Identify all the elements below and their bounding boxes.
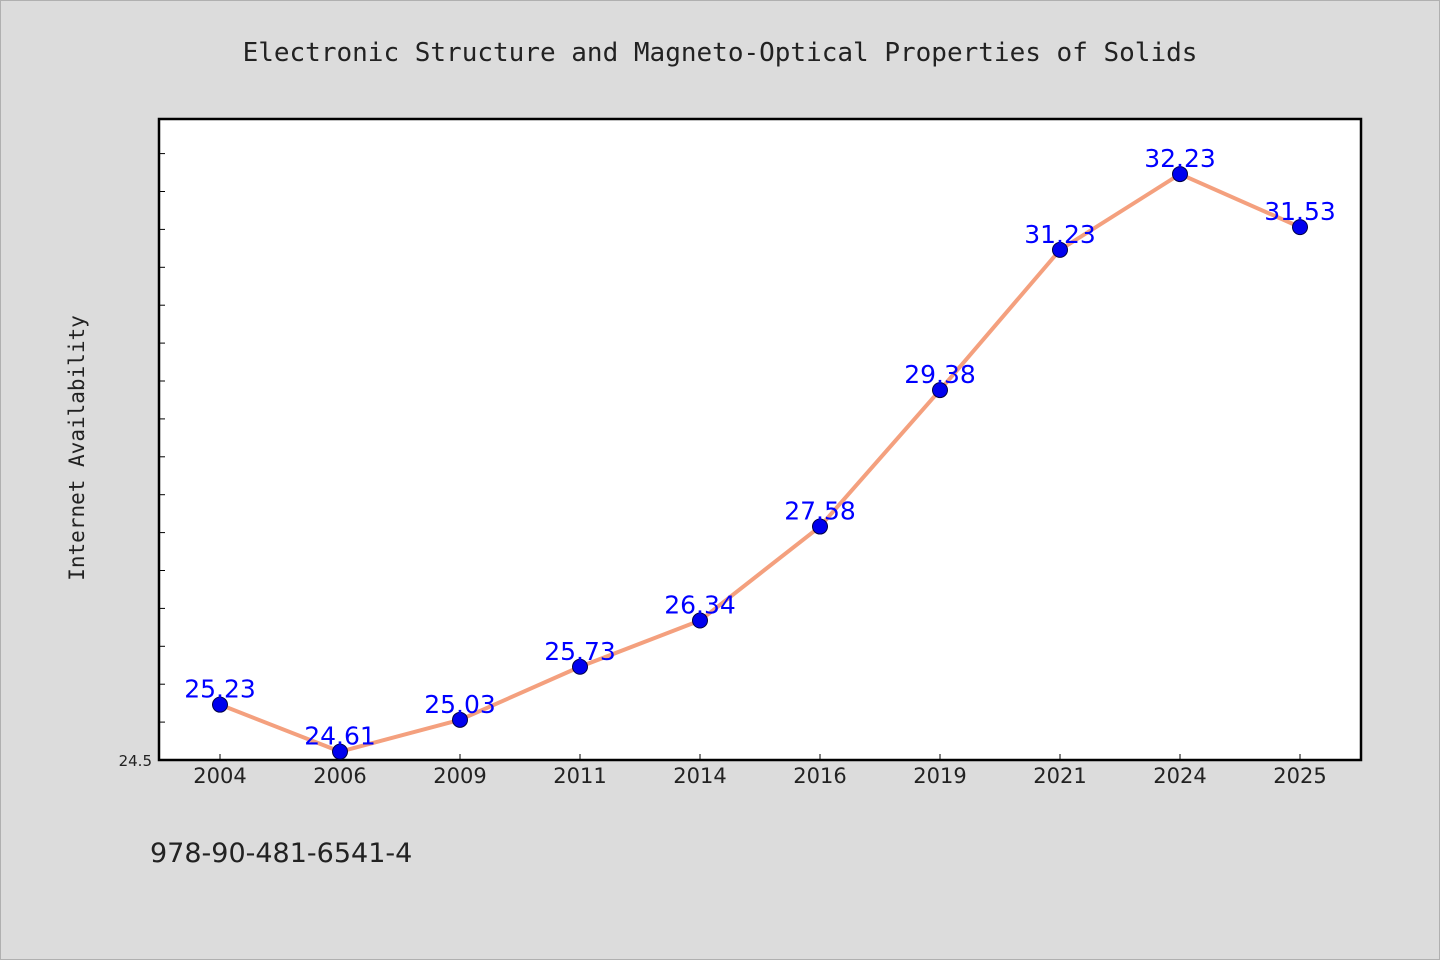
data-label: 31.23	[1024, 220, 1096, 249]
x-tick-label: 2006	[313, 764, 366, 788]
data-point	[572, 658, 588, 675]
x-tick-label: 2019	[913, 764, 966, 788]
x-tick-label: 2024	[1153, 764, 1206, 788]
data-point	[332, 743, 348, 760]
data-point	[1172, 166, 1188, 183]
y-axis-ticks	[159, 153, 165, 723]
data-point	[932, 382, 948, 399]
data-label: 27.58	[784, 497, 856, 526]
data-point	[1052, 241, 1068, 258]
data-label: 25.03	[424, 690, 496, 719]
y-axis-label: Internet Availability	[65, 315, 89, 581]
y-axis-tick-label: 24.5	[119, 752, 152, 770]
chart-title: Electronic Structure and Magneto-Optical…	[243, 38, 1198, 68]
data-point	[812, 518, 828, 535]
data-label: 24.61	[304, 722, 376, 751]
data-point	[452, 711, 468, 728]
isbn-footer: 978-90-481-6541-4	[150, 838, 412, 869]
data-point	[692, 612, 708, 629]
x-tick-label: 2004	[193, 764, 246, 788]
series-line-group	[218, 172, 1302, 754]
data-label: 29.38	[904, 360, 976, 389]
plot-area	[157, 117, 1363, 762]
data-label: 25.73	[544, 637, 616, 666]
data-label: 32.23	[1144, 144, 1216, 173]
x-tick-label: 2025	[1273, 764, 1326, 788]
series-line	[218, 172, 1302, 754]
x-tick-label: 2021	[1033, 764, 1086, 788]
x-tick-label: 2016	[793, 764, 846, 788]
x-tick-label: 2011	[553, 764, 606, 788]
x-axis-ticks: 2004 2006 2009 2011 2014 2016 2019 2021 2024 2025	[193, 754, 1327, 788]
data-label: 25.23	[184, 675, 256, 704]
data-markers	[212, 166, 1308, 760]
x-tick-label: 2009	[433, 764, 486, 788]
data-point	[212, 696, 228, 713]
data-point	[1292, 219, 1308, 236]
x-tick-label: 2014	[673, 764, 726, 788]
data-labels: 25.23 24.61 25.03 25.73 26.34 27.58 29.38 31.23…	[184, 144, 1336, 751]
data-label: 31.53	[1264, 197, 1336, 226]
data-label: 26.34	[664, 591, 736, 620]
